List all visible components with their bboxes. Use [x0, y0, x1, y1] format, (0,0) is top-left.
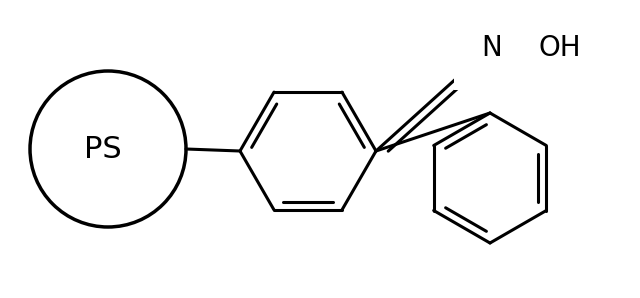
Text: N: N [482, 34, 502, 62]
Text: OH: OH [539, 34, 581, 62]
Text: PS: PS [84, 134, 122, 164]
